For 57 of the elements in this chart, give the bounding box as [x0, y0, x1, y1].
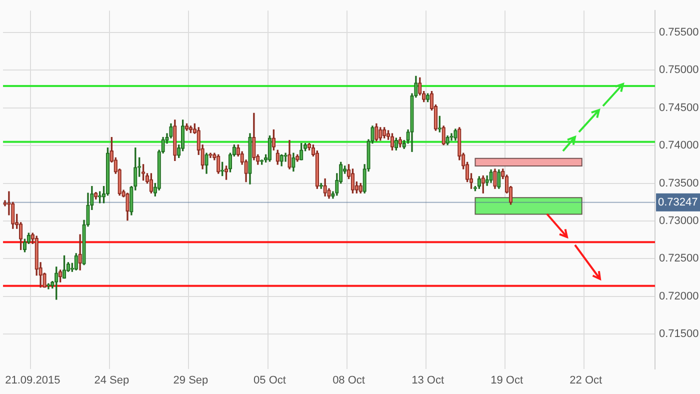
x-tick-label: 05 Oct: [254, 374, 286, 386]
candlestick: [188, 126, 193, 134]
candlestick: [272, 129, 276, 150]
candlestick: [489, 169, 493, 183]
candlestick: [374, 123, 378, 142]
candlestick: [481, 175, 485, 194]
y-tick-label: 0.73000: [659, 215, 699, 228]
x-tick-label: 21.09.2015: [5, 374, 60, 386]
candlestick: [54, 266, 58, 300]
x-tick-label: 29 Sep: [173, 374, 208, 386]
candlestick: [126, 192, 130, 221]
candlestick: [268, 135, 272, 162]
x-tick-label: 08 Oct: [332, 374, 365, 386]
y-tick-label: 0.75000: [659, 64, 699, 76]
candlestick: [288, 140, 292, 170]
candlestick: [62, 255, 66, 279]
candlestick: [149, 173, 154, 194]
x-tick-label: 19 Oct: [490, 374, 524, 386]
candlestick: [248, 133, 252, 184]
ref-line-label: 0.73247: [658, 196, 698, 208]
candlestick: [292, 152, 296, 172]
candlestick: [204, 152, 208, 174]
candlestick: [378, 127, 382, 141]
candlestick: [358, 182, 362, 194]
candlestick: [398, 136, 402, 148]
candlestick: [323, 178, 327, 196]
candlestick: [3, 200, 7, 206]
y-tick-label: 0.73500: [659, 177, 699, 190]
candlestick: [208, 152, 212, 158]
candlestick: [224, 166, 228, 180]
x-tick-label: 24 Sep: [94, 374, 130, 386]
y-tick-label: 0.72000: [659, 290, 699, 302]
y-tick-label: 0.75500: [659, 26, 699, 38]
candlestick: [390, 133, 394, 150]
candlestick: [450, 133, 454, 141]
candlestick: [454, 128, 458, 141]
candlestick: [280, 154, 284, 166]
candlestick: [493, 168, 497, 189]
candlestick: [438, 116, 442, 132]
candlestick: [173, 120, 177, 161]
candlestick: [184, 123, 189, 131]
candlestick: [216, 154, 220, 174]
y-tick-label: 0.74500: [659, 102, 699, 114]
candlestick: [446, 135, 450, 146]
x-tick-label: 13 Oct: [412, 374, 444, 386]
candlestick: [442, 126, 446, 146]
candlestick: [58, 270, 62, 282]
y-tick-label: 0.74000: [659, 140, 699, 152]
candlestick: [426, 93, 430, 102]
candlestick: [497, 169, 501, 189]
x-tick-label: 22 Oct: [570, 374, 602, 386]
y-tick-label: 0.72500: [659, 252, 699, 265]
candlestick: [78, 234, 82, 270]
y-tick-label: 0.71500: [659, 328, 699, 340]
candlestick: [276, 150, 280, 165]
candlestick: [284, 152, 288, 162]
candlestick: [46, 283, 50, 290]
